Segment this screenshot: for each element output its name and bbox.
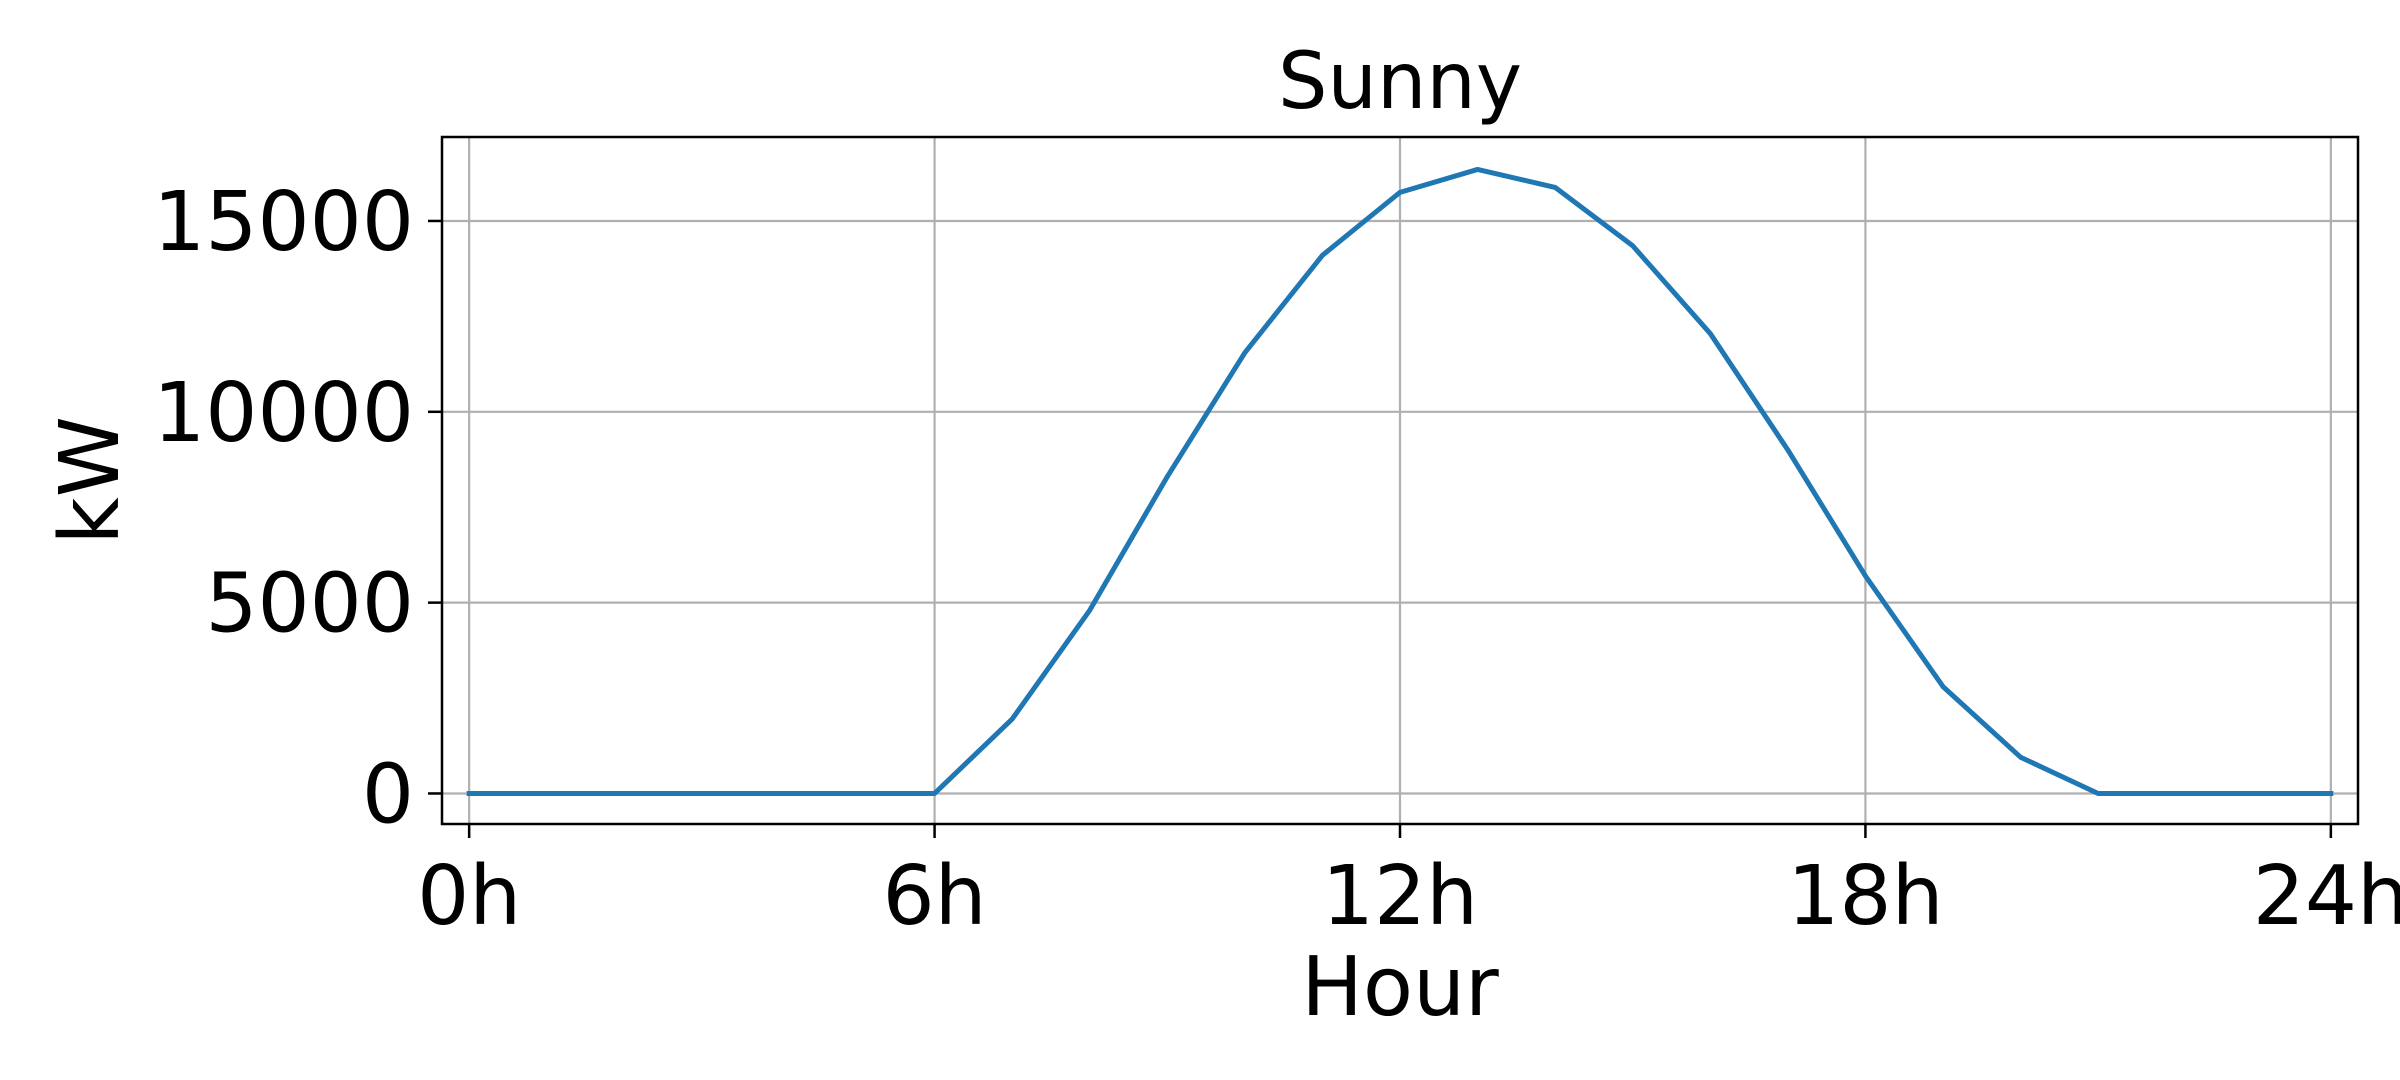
x-tick-label: 24h (2253, 849, 2400, 944)
x-tick-label: 12h (1322, 849, 1478, 944)
x-tick-label: 18h (1787, 849, 1943, 944)
x-tick-label: 0h (417, 849, 521, 944)
x-axis-label: Hour (1301, 940, 1499, 1035)
y-tick-label: 0 (362, 747, 414, 842)
chart-title: Sunny (1278, 37, 1522, 127)
series-layer (466, 166, 2334, 796)
y-tick-label: 15000 (153, 175, 414, 270)
series-line (466, 166, 2334, 796)
x-tick-label: 6h (882, 849, 986, 944)
grid-lines (442, 137, 2358, 824)
axis-ticks: 0h 6h 12h 18h 24h 0 5000 10000 15000 (153, 175, 2400, 944)
y-tick-label: 5000 (205, 557, 414, 652)
y-tick-label: 10000 (153, 366, 414, 461)
y-axis-label: kW (43, 416, 138, 545)
